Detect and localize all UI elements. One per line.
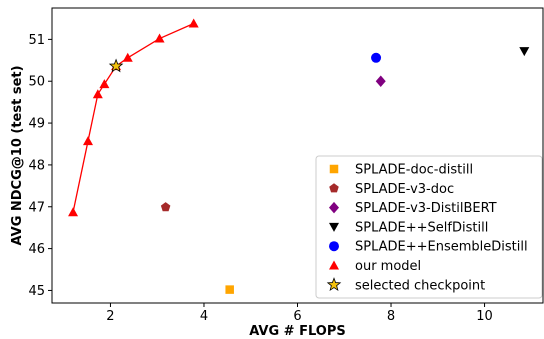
data-point	[225, 285, 234, 294]
legend-label: SPLADE++EnsembleDistill	[355, 240, 528, 255]
legend: SPLADE-doc-distill SPLADE-v3-doc SPLADE-v3…	[315, 155, 543, 299]
data-point	[68, 207, 79, 217]
data-point	[108, 58, 124, 73]
data-point	[154, 33, 165, 43]
legend-marker	[329, 183, 339, 193]
y-tick-label: 51	[28, 33, 45, 48]
legend-label: SPLADE-v3-doc	[355, 182, 454, 197]
legend-marker	[329, 222, 339, 232]
legend-marker	[326, 277, 342, 291]
legend-item: SPLADE++SelfDistill	[329, 220, 488, 235]
legend-label: SPLADE-doc-distill	[355, 163, 473, 178]
x-tick-label: 2	[106, 309, 114, 324]
legend-label: SPLADE++SelfDistill	[355, 220, 488, 235]
series-splade-doc-distill	[225, 285, 234, 294]
series-splade-selfdistill	[519, 47, 530, 57]
data-point	[160, 202, 171, 212]
data-point	[371, 52, 382, 63]
x-axis: 2 4 6 8 10	[106, 303, 493, 324]
series-selected-checkpoint	[108, 58, 124, 73]
series-line	[72, 22, 194, 213]
x-tick-label: 8	[387, 309, 395, 324]
legend-label: selected checkpoint	[355, 278, 485, 293]
legend-item: SPLADE-v3-doc	[329, 182, 454, 197]
series-splade-v3-distilbert	[375, 75, 386, 87]
y-axis-label: AVG NDCG@10 (test set)	[10, 65, 25, 245]
plot-marks	[68, 18, 530, 294]
data-point	[375, 75, 386, 87]
legend-item: SPLADE-doc-distill	[329, 163, 473, 178]
data-point	[92, 89, 103, 99]
y-tick-label: 46	[28, 242, 45, 257]
legend-marker	[329, 241, 339, 252]
x-tick-label: 10	[476, 309, 493, 324]
y-axis: 45 46 47 48 49 50 51	[28, 33, 52, 299]
data-point	[122, 52, 133, 62]
legend-marker	[329, 201, 339, 214]
legend-box	[315, 155, 543, 299]
legend-item: SPLADE-v3-DistilBERT	[329, 201, 497, 216]
y-tick-label: 48	[28, 158, 45, 173]
y-tick-label: 49	[28, 117, 45, 132]
legend-item: SPLADE++EnsembleDistill	[329, 240, 528, 255]
legend-label: SPLADE-v3-DistilBERT	[355, 201, 497, 216]
legend-label: our model	[355, 259, 421, 274]
x-tick-label: 4	[200, 309, 208, 324]
legend-marker	[329, 260, 339, 270]
series-our-model	[68, 18, 199, 217]
series-splade-ensembledistill	[371, 52, 382, 63]
legend-item: our model	[329, 259, 421, 274]
x-tick-label: 6	[293, 309, 301, 324]
series-splade-v3-doc	[160, 202, 171, 212]
data-point	[519, 47, 530, 57]
legend-item: selected checkpoint	[326, 277, 485, 293]
y-tick-label: 47	[28, 200, 45, 215]
y-tick-label: 45	[28, 284, 45, 299]
data-point	[99, 79, 110, 89]
x-axis-label: AVG # FLOPS	[249, 324, 346, 339]
data-point	[83, 136, 94, 146]
y-tick-label: 50	[28, 75, 45, 90]
data-point	[188, 18, 199, 28]
legend-marker	[329, 164, 339, 174]
